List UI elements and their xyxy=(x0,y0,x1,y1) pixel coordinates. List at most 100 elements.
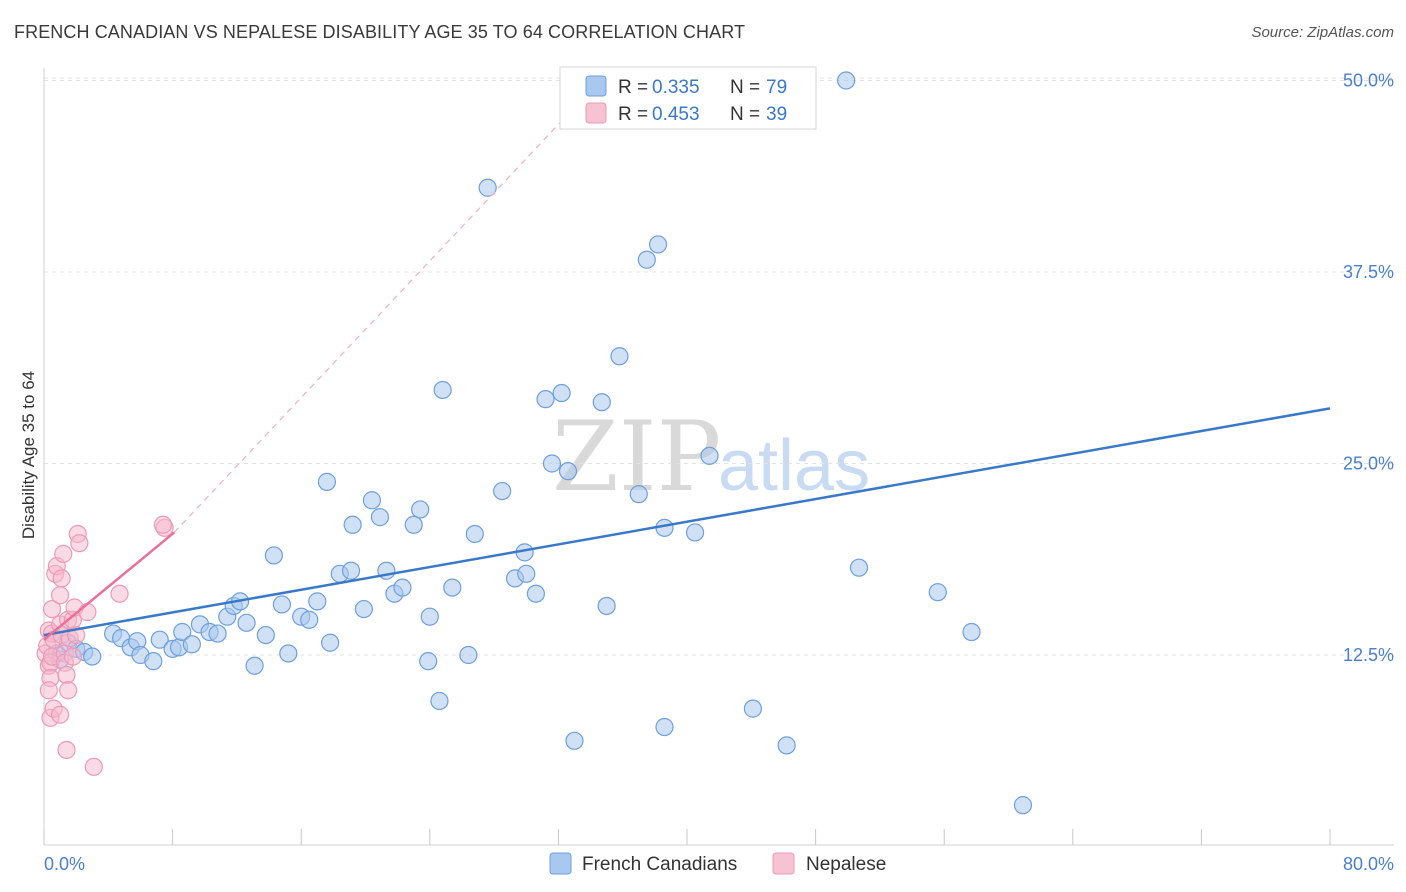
point-french-canadians xyxy=(849,558,869,577)
series-nepalese xyxy=(36,515,174,776)
point-french-canadians xyxy=(743,699,763,718)
point-nepalese xyxy=(52,569,71,588)
point-nepalese xyxy=(39,681,58,700)
point-nepalese xyxy=(84,757,103,776)
point-french-canadians xyxy=(300,610,319,629)
chart-title: FRENCH CANADIAN VS NEPALESE DISABILITY A… xyxy=(14,22,746,42)
point-french-canadians xyxy=(308,592,327,611)
point-french-canadians xyxy=(558,462,578,481)
point-french-canadians xyxy=(83,647,102,666)
point-nepalese xyxy=(59,681,78,700)
point-nepalese xyxy=(78,603,97,622)
point-french-canadians xyxy=(837,71,856,90)
point-french-canadians xyxy=(928,583,947,602)
point-french-canadians xyxy=(648,235,668,254)
point-nepalese xyxy=(50,586,70,605)
point-french-canadians xyxy=(552,383,571,403)
point-french-canadians xyxy=(272,595,292,614)
point-french-canadians xyxy=(237,613,256,632)
point-french-canadians xyxy=(493,481,512,501)
y-tick-label: 50.0% xyxy=(1343,71,1394,91)
point-french-canadians xyxy=(430,691,449,711)
y-axis-label: Disability Age 35 to 64 xyxy=(19,371,38,539)
point-french-canadians xyxy=(962,622,981,642)
y-tick-label: 12.5% xyxy=(1343,645,1394,665)
point-french-canadians xyxy=(637,250,656,269)
point-french-canadians xyxy=(343,515,362,534)
point-french-canadians xyxy=(279,644,298,663)
point-french-canadians xyxy=(629,485,648,504)
trend-line-french-canadians xyxy=(43,407,1331,637)
point-french-canadians xyxy=(317,472,337,491)
legend-swatch-pink xyxy=(585,102,607,124)
point-french-canadians xyxy=(370,508,390,527)
legend-n-value-pink: 39 xyxy=(766,104,787,125)
trend-line-nepalese-extension xyxy=(173,113,569,533)
point-french-canadians xyxy=(459,645,478,665)
point-french-canadians xyxy=(700,446,719,465)
point-french-canadians xyxy=(341,561,361,580)
point-french-canadians xyxy=(393,578,412,597)
point-french-canadians xyxy=(419,652,438,671)
point-french-canadians xyxy=(1013,796,1033,815)
series-french-canadians xyxy=(47,71,1033,815)
bottom-legend: French Canadians Nepalese xyxy=(549,852,886,875)
bottom-legend-label-pink: Nepalese xyxy=(806,854,886,875)
legend-n-label-pink: N = xyxy=(730,104,760,125)
point-nepalese xyxy=(50,705,70,724)
point-french-canadians xyxy=(542,454,562,473)
trend-lines xyxy=(43,113,1331,641)
point-french-canadians xyxy=(526,584,545,603)
legend-r-label-blue: R = xyxy=(618,77,648,98)
y-tick-label: 37.5% xyxy=(1343,262,1394,282)
point-nepalese xyxy=(110,584,129,603)
point-french-canadians xyxy=(536,390,555,409)
y-tick-label: 25.0% xyxy=(1343,454,1394,474)
legend-n-value-blue: 79 xyxy=(766,77,787,98)
bottom-legend-swatch-pink xyxy=(772,852,795,875)
point-french-canadians xyxy=(420,607,439,626)
point-french-canadians xyxy=(362,491,382,510)
point-french-canadians xyxy=(465,524,484,544)
legend-r-label-pink: R = xyxy=(618,104,648,125)
point-french-canadians xyxy=(565,731,584,750)
y-tick-labels: 12.5% 25.0% 37.5% 50.0% xyxy=(1343,71,1394,666)
point-nepalese xyxy=(57,665,76,685)
point-nepalese xyxy=(42,599,62,619)
point-french-canadians xyxy=(264,546,283,565)
point-french-canadians xyxy=(173,622,192,642)
trend-line-nepalese xyxy=(43,531,176,641)
legend-r-value-pink: 0.453 xyxy=(652,104,700,125)
point-french-canadians xyxy=(478,178,497,197)
point-french-canadians xyxy=(685,523,705,542)
legend-swatch-blue xyxy=(585,75,607,97)
point-french-canadians xyxy=(150,630,169,649)
point-french-canadians xyxy=(256,625,275,645)
x-tick-label-max: 80.0% xyxy=(1343,854,1394,874)
point-nepalese xyxy=(153,515,173,534)
source-label: Source: ZipAtlas.com xyxy=(1251,24,1394,41)
point-french-canadians xyxy=(404,515,423,534)
gridlines xyxy=(44,77,1394,656)
point-nepalese xyxy=(54,544,73,563)
point-french-canadians xyxy=(655,717,674,737)
bottom-legend-label-blue: French Canadians xyxy=(582,854,737,875)
legend-n-label-blue: N = xyxy=(730,77,760,98)
point-nepalese xyxy=(63,647,83,666)
point-french-canadians xyxy=(245,656,264,675)
point-french-canadians xyxy=(433,380,452,400)
point-french-canadians xyxy=(321,633,340,652)
point-french-canadians xyxy=(443,578,462,597)
point-french-canadians xyxy=(610,347,629,366)
point-nepalese xyxy=(57,740,76,760)
point-french-canadians xyxy=(517,564,536,583)
bottom-legend-swatch-blue xyxy=(549,852,572,875)
point-french-canadians xyxy=(597,596,616,616)
point-french-canadians xyxy=(182,635,201,654)
point-french-canadians xyxy=(354,599,373,619)
point-french-canadians xyxy=(208,624,227,643)
x-ticks xyxy=(43,829,1331,845)
point-french-canadians xyxy=(592,393,611,412)
point-french-canadians xyxy=(411,500,430,519)
